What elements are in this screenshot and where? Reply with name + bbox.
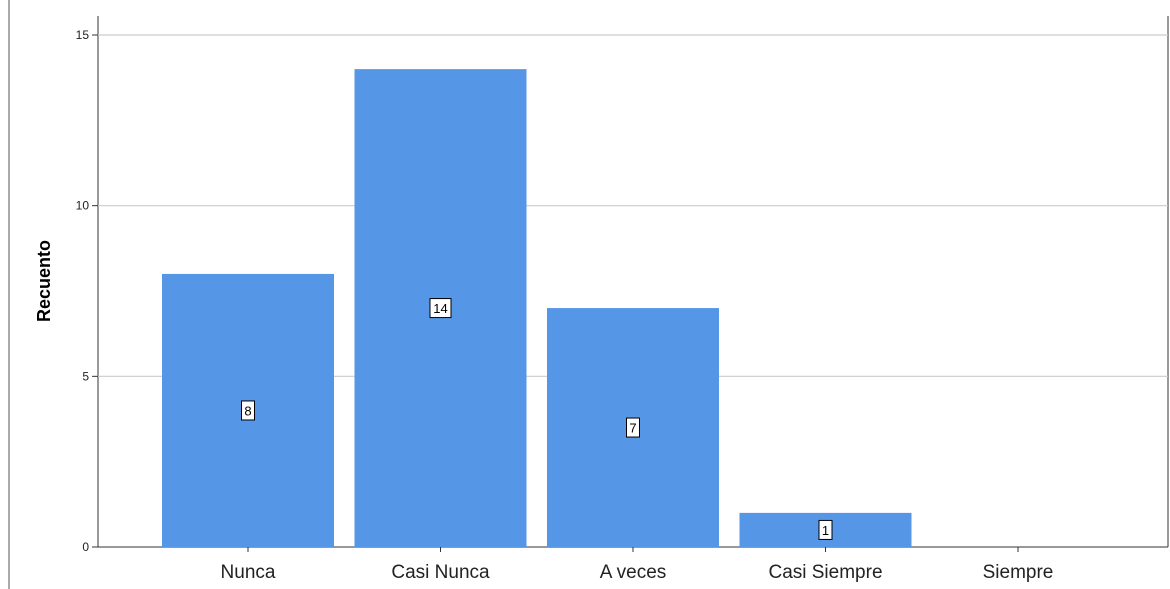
x-category-label: Nunca — [221, 562, 276, 583]
bars — [162, 69, 912, 547]
x-category-label: Casi Nunca — [391, 562, 490, 583]
data-label-box — [626, 417, 640, 438]
data-label-box — [429, 298, 452, 319]
data-labels: 8 14 7 1 — [241, 298, 833, 540]
data-label: 1 — [822, 523, 829, 538]
y-axis-ticks: 0 5 10 15 — [76, 28, 98, 554]
data-label: 8 — [244, 403, 251, 418]
data-label-box — [818, 519, 833, 540]
y-tick-label: 15 — [76, 28, 90, 42]
y-tick-label: 10 — [76, 199, 90, 213]
y-axis-label: Recuento — [34, 240, 54, 322]
x-category-label: Casi Siempre — [768, 562, 882, 583]
x-category-label: Siempre — [983, 562, 1054, 583]
data-label: 7 — [629, 421, 636, 436]
x-axis-categories: Nunca Casi Nunca A veces Casi Siempre Siempr… — [221, 547, 1054, 583]
x-category-label: A veces — [600, 562, 667, 583]
data-label: 14 — [433, 301, 447, 316]
data-label-box — [241, 400, 255, 421]
y-tick-label: 5 — [82, 369, 89, 383]
y-tick-label: 0 — [82, 540, 89, 554]
